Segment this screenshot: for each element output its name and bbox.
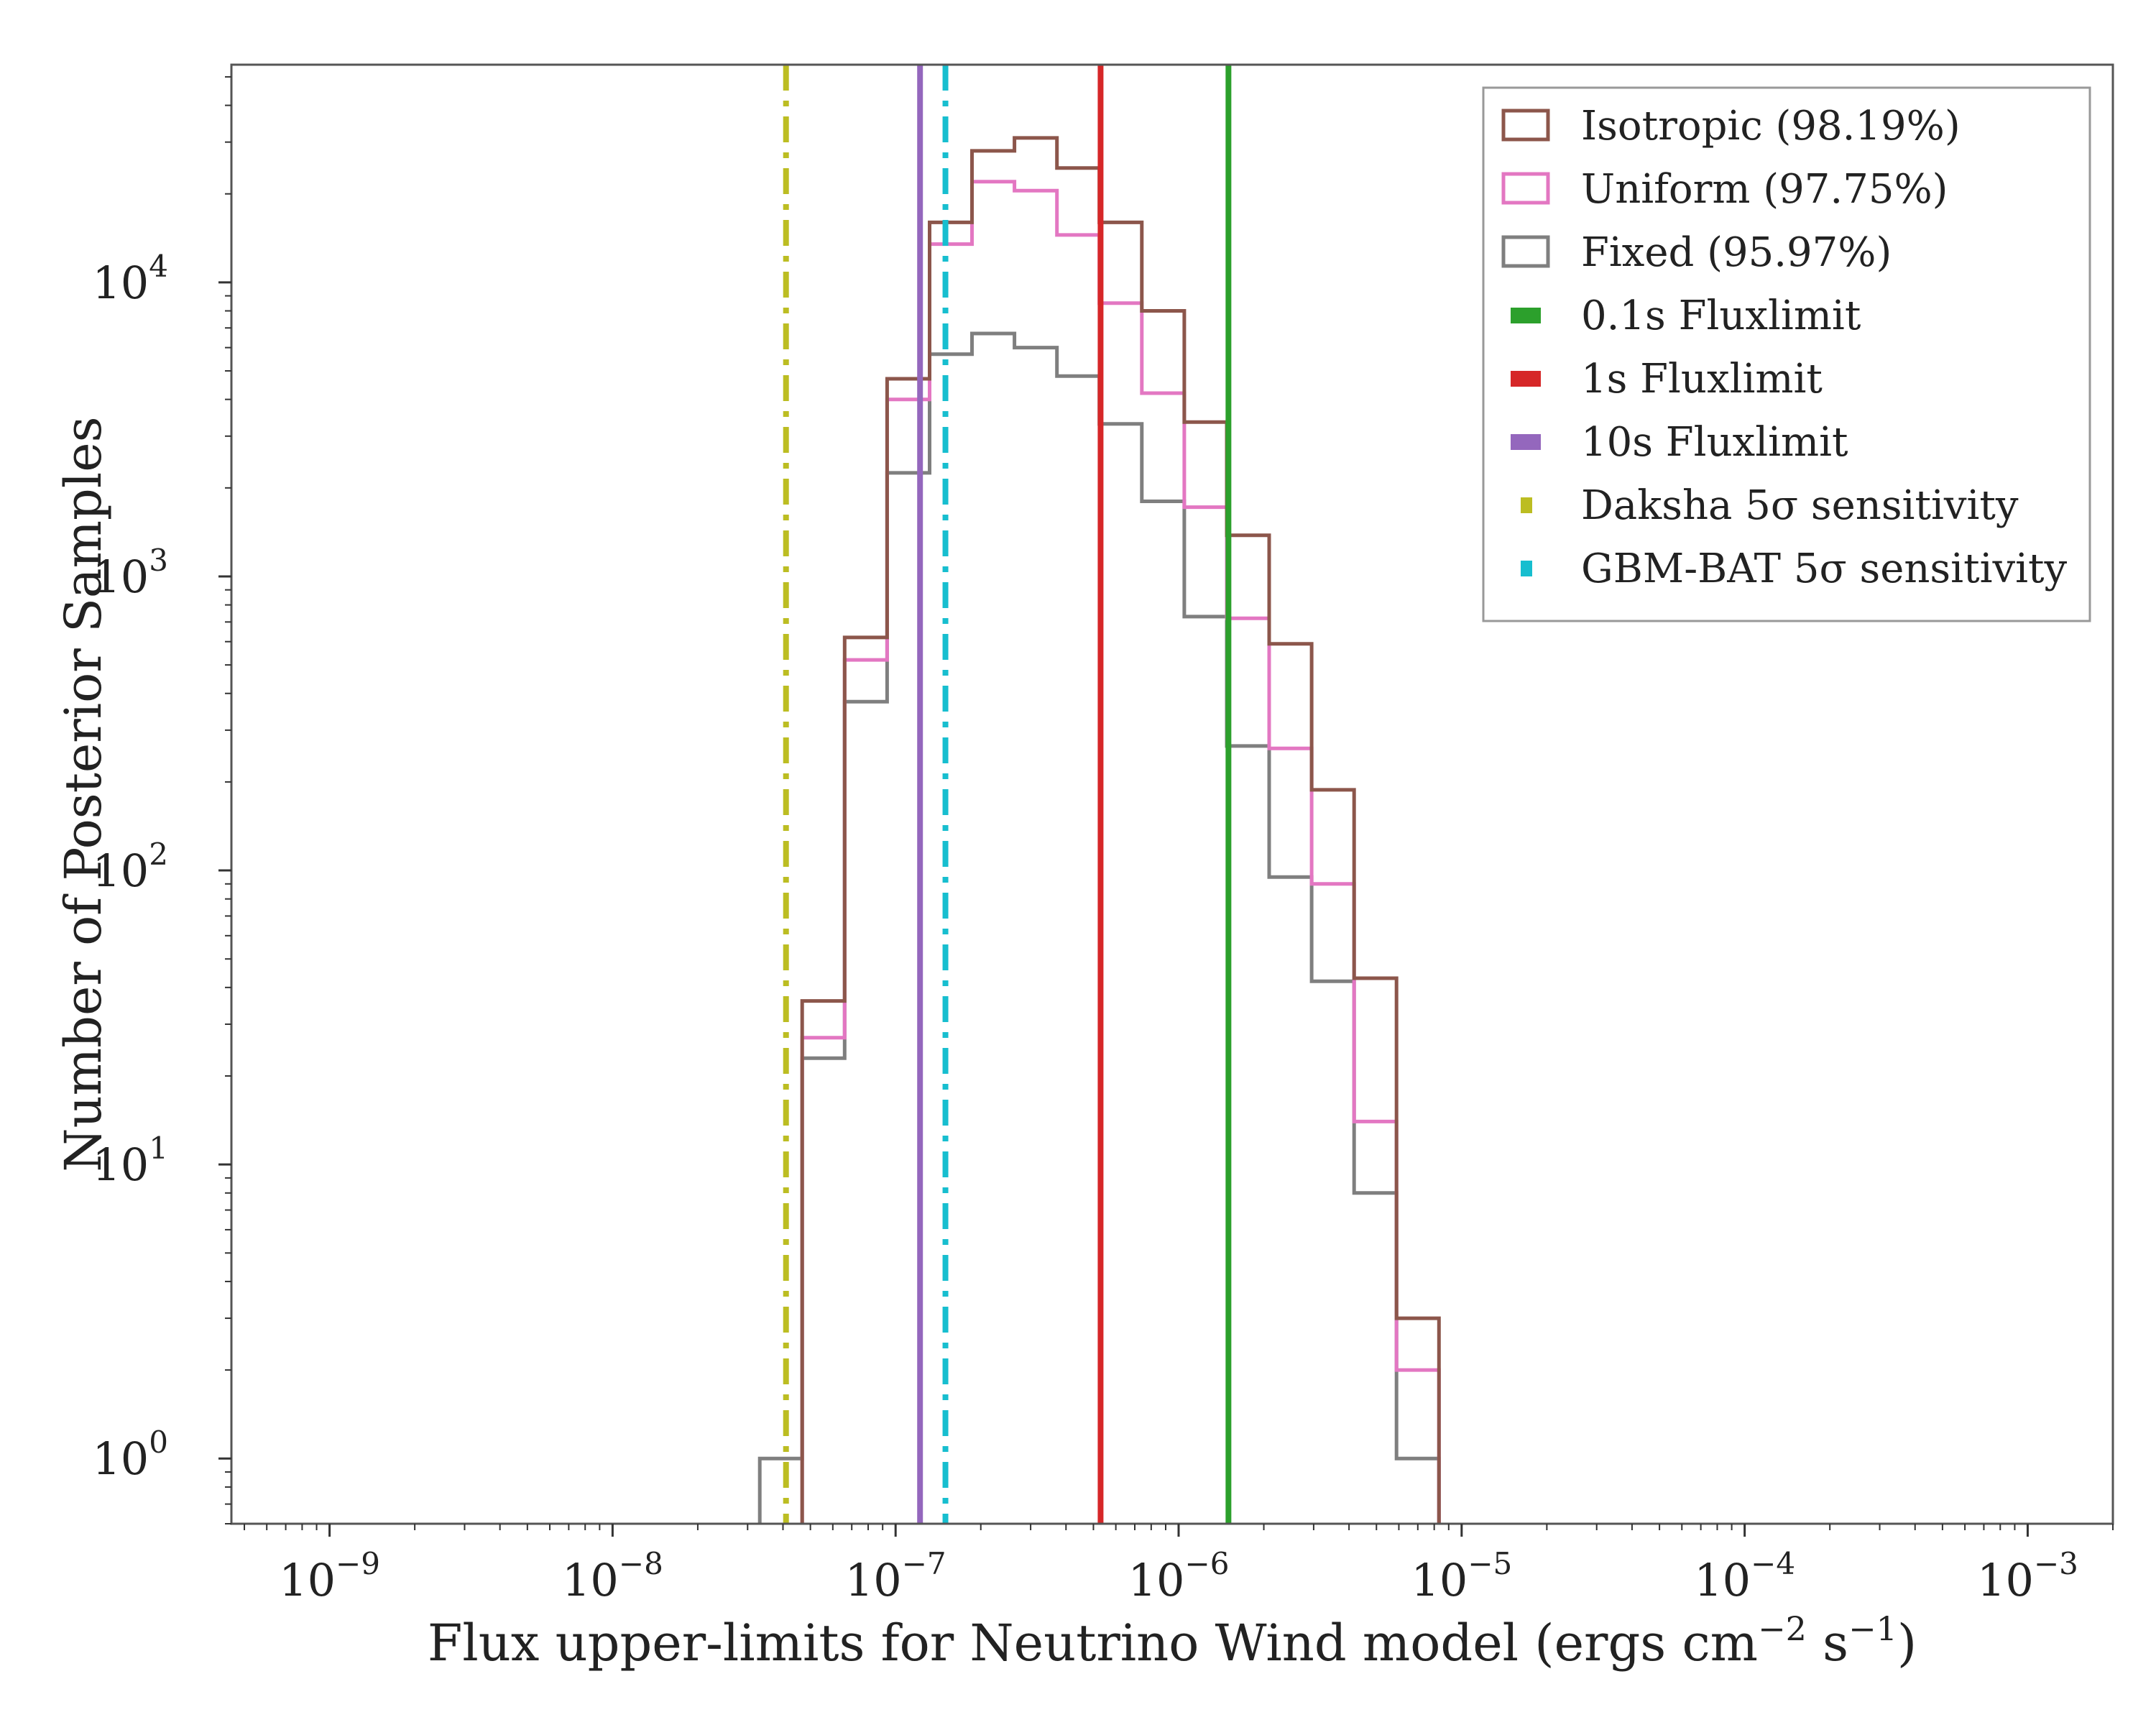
legend-swatch-isotropic-98-19: [1501, 109, 1550, 142]
y-axis-title: Number of Posterior Samples: [54, 416, 113, 1172]
legend-swatch-gbm-bat-5-sensitivity: [1521, 561, 1532, 576]
legend-label-isotropic-98-19: Isotropic (98.19%): [1581, 103, 1961, 150]
x-tick-label: 10−8: [562, 1546, 663, 1606]
legend-swatch-10s-fluxlimit: [1511, 434, 1541, 450]
legend-frame: [1482, 86, 2091, 622]
y-tick-label: 102: [92, 837, 168, 897]
x-tick-label: 10−5: [1411, 1546, 1512, 1606]
x-tick-label: 10−3: [1977, 1546, 2078, 1606]
x-tick-label: 10−4: [1694, 1546, 1795, 1606]
x-tick-label: 10−9: [279, 1546, 380, 1606]
legend-swatch-1s-fluxlimit: [1511, 371, 1541, 387]
legend-swatch-fixed-95-97: [1501, 235, 1550, 268]
y-tick-label: 100: [92, 1425, 168, 1485]
y-tick-label: 101: [92, 1131, 168, 1191]
x-axis-ticks: 10−9 10−8 10−7 10−6 10−5 10−4 10−3: [244, 1524, 2114, 1606]
legend-label-daksha-5-sensitivity: Daksha 5σ sensitivity: [1581, 482, 2019, 529]
legend-label-1s-fluxlimit: 1s Fluxlimit: [1581, 356, 1823, 402]
legend-label-fixed-95-97: Fixed (95.97%): [1581, 229, 1892, 276]
y-axis-ticks: 100 101 102 103 104: [92, 75, 231, 1524]
plot-frame: [230, 63, 2114, 1525]
legend: Isotropic (98.19%) Uniform (97.75%) Fixed …: [1482, 86, 2091, 622]
x-tick-label: 10−7: [845, 1546, 946, 1606]
legend-label-uniform-97-75: Uniform (97.75%): [1581, 166, 1948, 213]
x-axis-title: Flux upper-limits for Neutrino Wind mode…: [428, 1609, 1917, 1673]
vertical-lines-layer: [783, 65, 1232, 1524]
legend-label-10s-fluxlimit: 10s Fluxlimit: [1581, 419, 1848, 466]
y-tick-label: 104: [92, 249, 168, 309]
legend-swatch-uniform-97-75: [1501, 172, 1550, 205]
legend-swatch-daksha-5-sensitivity: [1521, 497, 1532, 513]
x-tick-label: 10−6: [1128, 1546, 1230, 1606]
hist-step-isotropic: [800, 136, 1441, 1524]
legend-swatch-0-1s-fluxlimit: [1511, 308, 1541, 323]
y-tick-label: 103: [92, 543, 168, 603]
legend-label-gbm-bat-5-sensitivity: GBM-BAT 5σ sensitivity: [1581, 546, 2068, 592]
legend-label-0-1s-fluxlimit: 0.1s Fluxlimit: [1581, 293, 1861, 339]
